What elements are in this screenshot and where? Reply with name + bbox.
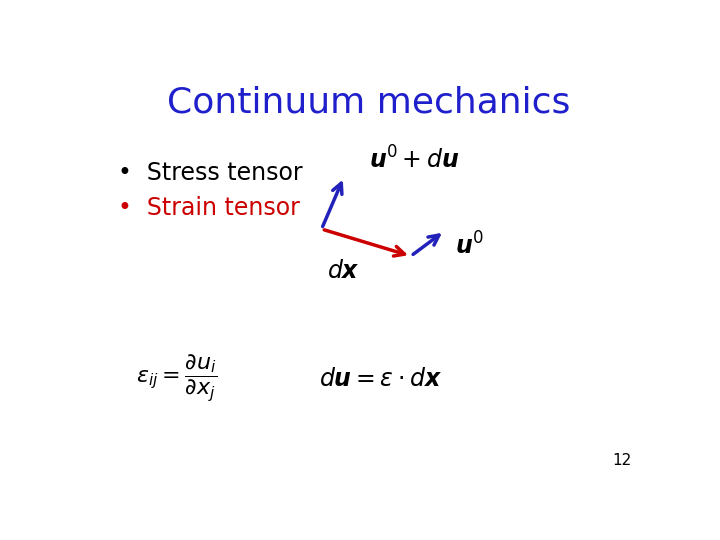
Text: $d\boldsymbol{u} = \varepsilon \cdot d\boldsymbol{x}$: $d\boldsymbol{u} = \varepsilon \cdot d\b… [318, 367, 442, 391]
Text: $\boldsymbol{u}^0$: $\boldsymbol{u}^0$ [456, 232, 484, 259]
Text: 12: 12 [612, 453, 631, 468]
Text: •  Strain tensor: • Strain tensor [118, 196, 300, 220]
Text: $\varepsilon_{ij} = \dfrac{\partial u_i}{\partial x_j}$: $\varepsilon_{ij} = \dfrac{\partial u_i}… [136, 353, 217, 404]
Text: $\boldsymbol{u}^0 + d\boldsymbol{u}$: $\boldsymbol{u}^0 + d\boldsymbol{u}$ [369, 147, 459, 174]
Text: $d\boldsymbol{x}$: $d\boldsymbol{x}$ [328, 259, 360, 282]
Text: Continuum mechanics: Continuum mechanics [167, 85, 571, 119]
Text: •  Stress tensor: • Stress tensor [118, 161, 302, 185]
